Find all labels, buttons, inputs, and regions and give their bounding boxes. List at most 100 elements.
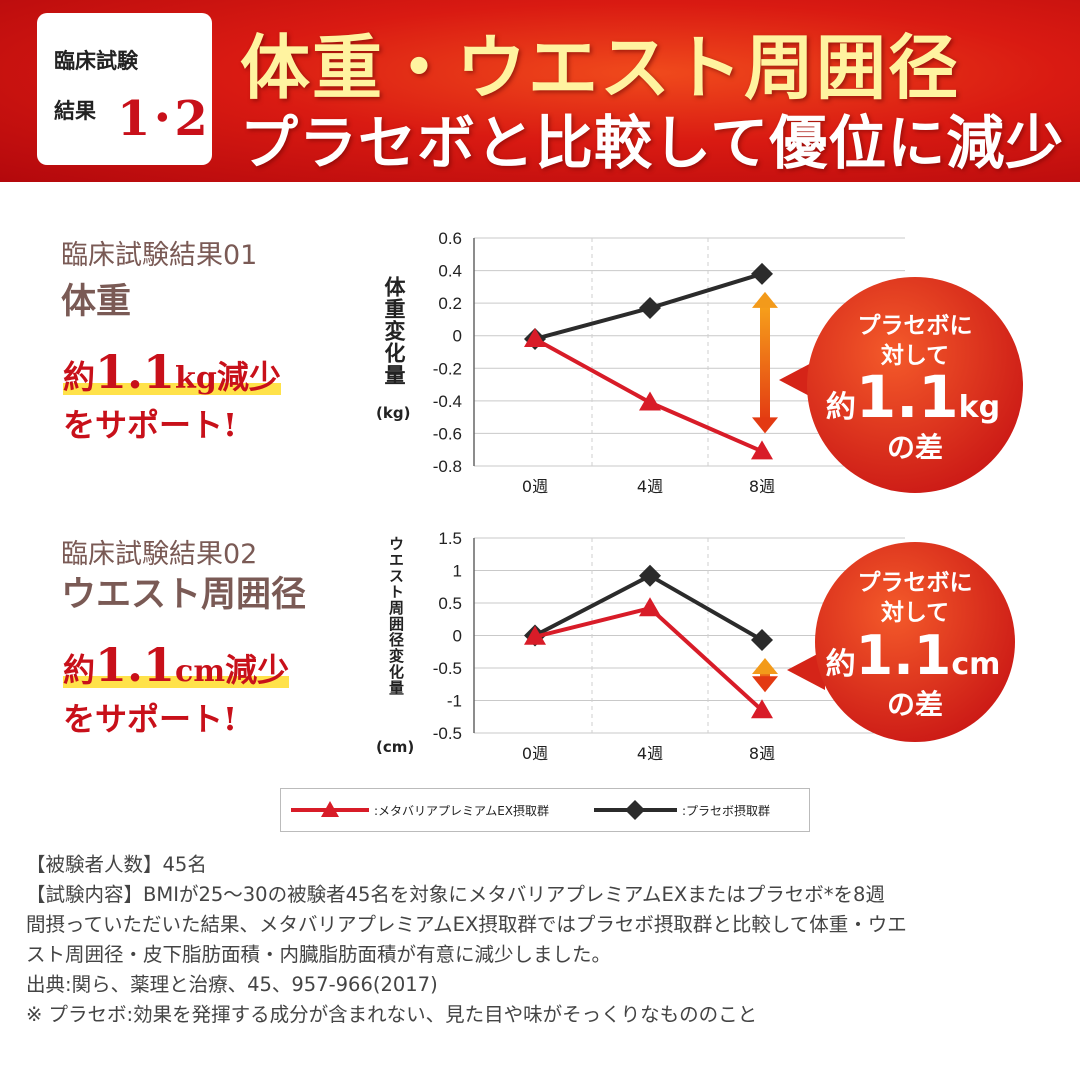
arrow-up-icon [752,658,778,675]
result1-label: 臨床試験結果01 [61,240,258,271]
badge-line1: 臨床試験 [54,49,138,73]
result1-prefix: 約 [63,358,96,396]
result2-suffix: 減少 [225,651,290,689]
x-tick-label: 4週 [637,744,663,763]
result1-claim: 約1.1kg減少 [63,345,281,399]
y-tick-label: 0.5 [438,594,462,613]
highlight-bar [63,676,290,688]
x-tick-label: 0週 [522,477,548,496]
chart-2: 1.5 1 0.5 0 -0.5 -1 -0.5 0週 4週 8週 [433,529,905,763]
note-line: 間摂っていただいた結果、メタバリアプレミアムEX摂取群ではプラセボ摂取群と比較し… [26,913,907,936]
y-tick-label: -0.8 [433,457,462,476]
legend-series1: :メタバリアプレミアムEX摂取群 [374,804,550,818]
arrow-down-icon [752,676,778,693]
y-tick-label: -0.6 [433,424,462,443]
result2-unit: cm [175,654,226,689]
badge-number: 1･2 [117,91,208,147]
data-point-diamond [751,629,773,652]
y-tick-label: -0.5 [433,724,462,743]
chart2-ylabel: ウエスト周囲径変化量 [387,536,405,696]
difference-arrow-shaft [760,303,770,422]
legend-series2: :プラセボ摂取群 [682,804,771,818]
y-tick-label: 0.4 [438,262,462,281]
data-point-triangle [524,327,546,347]
study-notes: 【被験者人数】45名 【試験内容】BMIが25〜30の被験者45名を対象にメタバ… [26,850,1066,1030]
callout-line2: 対して [881,600,949,626]
y-tick-label: 0.6 [438,229,462,248]
callout-pointer [787,650,825,690]
x-tick-label: 0週 [522,744,548,763]
legend-triangle-icon [321,801,339,817]
result2-label: 臨床試験結果02 [61,539,258,570]
result1-heading: 体重 [61,282,132,322]
arrow-down-icon [752,417,778,434]
difference-arrow-shaft [760,670,770,681]
callout-amount: 約1.1kg [826,363,1000,431]
x-tick-label: 8週 [749,477,775,496]
data-point-triangle [524,625,546,645]
y-tick-label: 1.5 [438,529,462,548]
data-point-diamond [639,564,661,587]
result1-unit: kg [175,361,217,396]
callout-unit: kg [959,390,1000,425]
data-point-triangle [639,391,661,411]
callout-number: 1.1 [856,363,959,431]
highlight-bar [63,383,281,395]
result2-amount: 1.1 [95,638,176,692]
result2-claim: 約1.1cm減少 [63,638,290,692]
callout-line4: の差 [887,688,943,721]
legend-markers [291,800,677,820]
y-tick-label: 0 [453,327,462,346]
callout-line1: プラセボに [858,570,973,596]
result2-prefix: 約 [63,651,96,689]
y-tick-label: -0.2 [433,359,462,378]
chart1-ylabel: 体重変化量 [382,276,406,386]
data-point-triangle [639,597,661,617]
arrow-up-icon [752,291,778,308]
chart1-yunit: (kg) [376,404,411,422]
y-tick-label: -0.5 [433,659,462,678]
result1-support: をサポート! [63,406,238,444]
y-tick-label: 0.2 [438,294,462,313]
result1-suffix: 減少 [216,358,281,396]
callout-line2: 対して [881,343,949,369]
note-line: 【被験者人数】45名 [26,853,207,876]
callout-circle [807,277,1023,493]
note-line: 【試験内容】BMIが25〜30の被験者45名を対象にメタバリアプレミアムEXまた… [26,883,885,906]
legend: :メタバリアプレミアムEX摂取群 :プラセボ摂取群 [280,788,810,832]
data-point-triangle [751,440,773,460]
legend-diamond-icon [625,800,645,820]
y-tick-label: 0 [453,627,462,646]
callout-amount: 約1.1cm [826,624,1001,687]
y-tick-label: -1 [447,692,462,711]
note-line: 出典:関ら、薬理と治療、45、957-966(2017) [26,973,438,996]
series-line [534,606,764,712]
result1-amount: 1.1 [95,345,176,399]
badge-line2: 結果 [54,99,96,123]
data-point-diamond [639,297,661,320]
callout-unit: cm [951,647,1000,682]
note-line: ※ プラセボ:効果を発揮する成分が含まれない、見た目や味がそっくりなもののこと [26,1003,758,1026]
page-subtitle: プラセボと比較して優位に減少 [240,109,1065,177]
chart-1: 0.6 0.4 0.2 0 -0.2 -0.4 -0.6 -0.8 0週 4週 8週 [433,229,905,496]
result2-support: をサポート! [63,700,238,738]
page-title: 体重・ウエスト周囲径 [240,27,960,109]
callout-prefix: 約 [826,647,856,682]
chart2-yunit: (cm) [376,738,415,756]
callout-line4: の差 [887,431,943,464]
data-point-diamond [751,262,773,285]
note-line: スト周囲径・皮下脂肪面積・内臓脂肪面積が有意に減少しました。 [26,943,612,966]
data-point-triangle [751,699,773,719]
x-tick-label: 4週 [637,477,663,496]
y-tick-label: -0.4 [433,392,462,411]
header-banner: 臨床試験 結果 1･2 体重・ウエスト周囲径 プラセボと比較して優位に減少 [0,0,1080,182]
result2-heading: ウエスト周囲径 [61,575,307,615]
x-tick-label: 8週 [749,744,775,763]
callout-number: 1.1 [856,624,952,687]
trial-badge: 臨床試験 結果 1･2 [37,13,212,165]
callout-line1: プラセボに [858,313,973,339]
y-tick-label: 1 [453,562,462,581]
